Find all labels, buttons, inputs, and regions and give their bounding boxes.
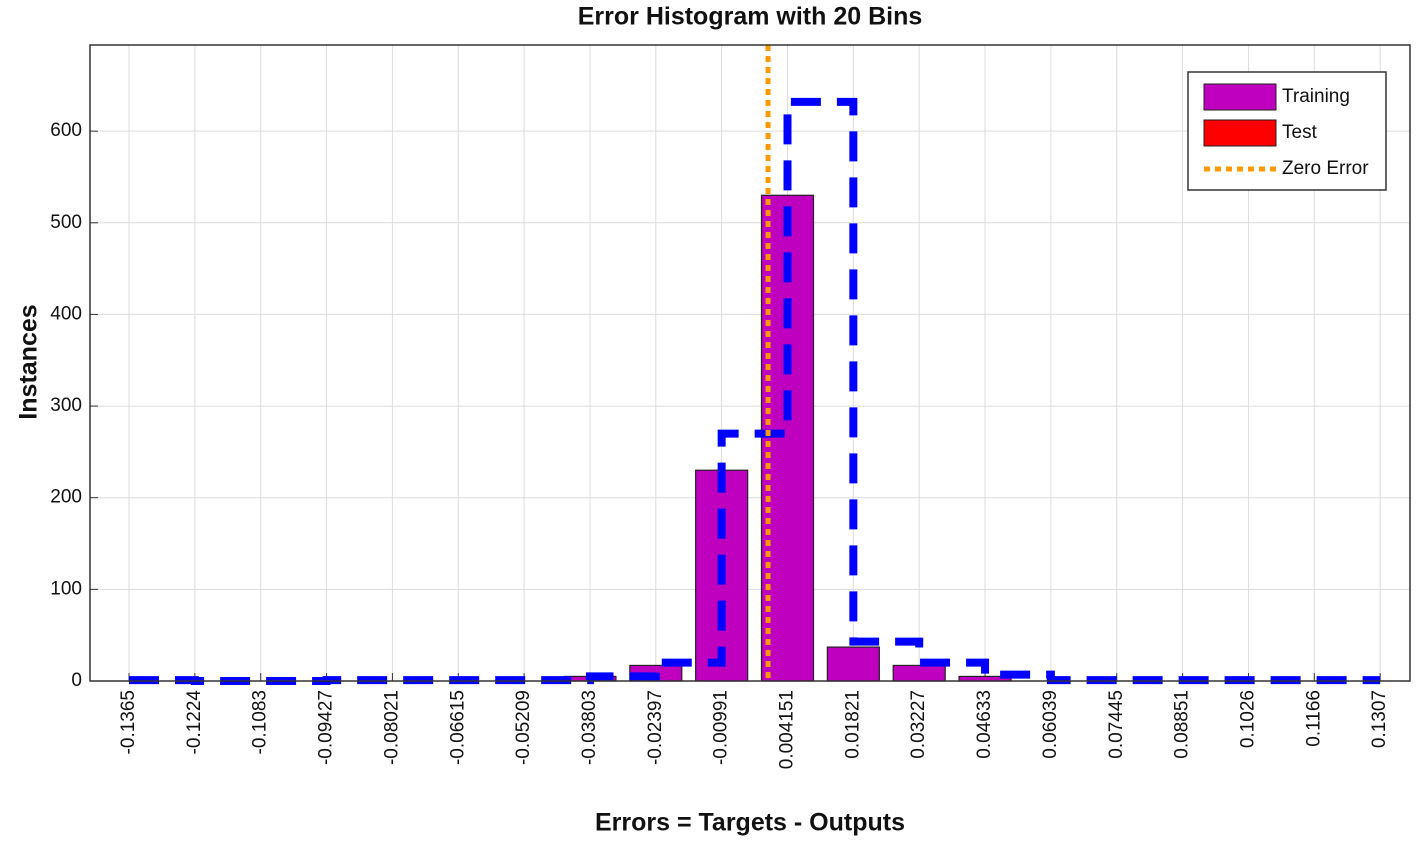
bar xyxy=(826,646,880,682)
x-tick-label: -0.08021 xyxy=(381,690,402,765)
x-tick-label: 0.08851 xyxy=(1172,690,1193,759)
y-tick-label: 100 xyxy=(50,578,82,599)
x-tick-label: 0.1166 xyxy=(1303,690,1324,747)
x-axis-label: Errors = Targets - Outputs xyxy=(595,809,905,837)
legend-swatch xyxy=(1203,119,1277,147)
legend-label: Zero Error xyxy=(1282,158,1369,179)
x-tick-label: -0.05209 xyxy=(513,690,534,765)
y-axis-label: Instances xyxy=(15,304,43,419)
y-tick-label: 500 xyxy=(50,212,82,233)
x-tick-label: -0.00991 xyxy=(711,690,732,765)
step-line xyxy=(129,97,1381,685)
legend-label: Test xyxy=(1282,122,1318,143)
y-tick-label: 400 xyxy=(50,303,82,324)
x-tick-label: 0.1026 xyxy=(1237,690,1258,748)
x-tick-label: 0.04633 xyxy=(974,690,995,759)
legend-swatch xyxy=(1203,83,1277,111)
x-tick-label: 0.01821 xyxy=(842,690,863,759)
y-tick-label: 300 xyxy=(50,395,82,416)
x-tick-label: 0.004151 xyxy=(777,690,798,769)
x-tick-label: 0.07445 xyxy=(1106,690,1127,759)
y-tick-label: 0 xyxy=(71,670,82,691)
x-tick-label: -0.1083 xyxy=(250,690,271,754)
chart-title: Error Histogram with 20 Bins xyxy=(578,3,923,31)
x-tick-label: 0.1307 xyxy=(1369,690,1390,748)
x-tick-label: -0.1224 xyxy=(184,690,205,755)
x-tick-label: -0.03803 xyxy=(579,690,600,765)
plot-frame xyxy=(89,44,1411,682)
legend-label: Training xyxy=(1282,86,1350,107)
x-tick-label: -0.09427 xyxy=(316,690,337,765)
y-tick-label: 600 xyxy=(50,120,82,141)
x-tick-label: 0.06039 xyxy=(1040,690,1061,759)
x-tick-label: -0.02397 xyxy=(645,690,666,765)
y-tick-label: 200 xyxy=(50,487,82,508)
x-tick-label: -0.1365 xyxy=(118,690,139,754)
bar xyxy=(892,664,946,682)
x-tick-label: -0.06615 xyxy=(447,690,468,765)
x-tick-label: 0.03227 xyxy=(908,690,929,759)
